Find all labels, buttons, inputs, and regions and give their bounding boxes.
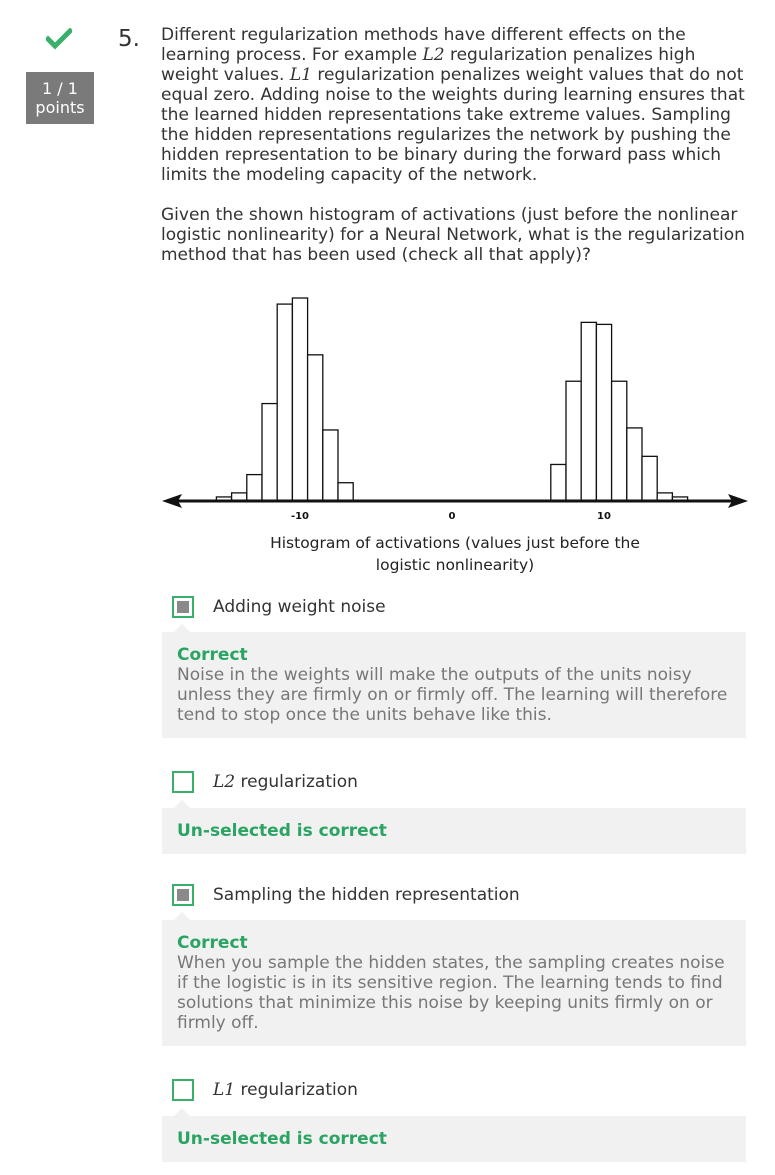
histogram-bar [276, 303, 294, 502]
feedback-title: Un-selected is correct [177, 821, 387, 841]
option-label[interactable]: Adding weight noise [213, 596, 386, 618]
caption-line-2: logistic nonlinearity) [375, 556, 535, 574]
question-text-part: Different regularization methods have di… [161, 25, 686, 65]
question-text: Different regularization methods have di… [161, 25, 747, 265]
option-label-text: Sampling the hidden representation [213, 885, 520, 905]
histogram-bar [337, 482, 354, 502]
histogram-bar [595, 323, 613, 502]
histogram-bar [610, 380, 628, 502]
feedback-text: Noise in the weights will make the outpu… [177, 665, 728, 725]
checkbox-checked-mark [177, 889, 189, 901]
checkmark-icon [46, 28, 72, 50]
option-label[interactable]: L1 regularization [213, 1079, 358, 1101]
feedback-notch [174, 912, 190, 920]
histogram-bar [550, 463, 567, 502]
question-text-part: regularization penalizes high weight val… [161, 45, 696, 85]
math-l2: L2 [422, 45, 445, 65]
activation-histogram: -10 0 10 Histogram of activations (values … [160, 290, 750, 580]
question-paragraph-1: Different regularization methods have di… [161, 25, 747, 185]
feedback-box: Un-selected is correct [162, 1108, 746, 1162]
caption-line-1: Histogram of activations (values just be… [270, 534, 640, 552]
histogram-bar [641, 455, 658, 502]
option-label-text: Adding weight noise [213, 597, 386, 617]
histogram-bar [322, 429, 339, 502]
x-tick-label: 0 [449, 511, 456, 522]
option-label-text: regularization [235, 1080, 358, 1100]
histogram-bar [246, 473, 263, 502]
checkbox-checked-mark [177, 601, 189, 613]
feedback-notch [174, 800, 190, 808]
score-value: 1 / 1 [42, 79, 78, 98]
histogram-chart: -10 0 10 [162, 297, 748, 522]
feedback-title: Un-selected is correct [177, 1129, 387, 1149]
feedback-title: Correct [177, 933, 248, 953]
option-label-text: regularization [235, 772, 358, 792]
feedback-title: Correct [177, 645, 248, 665]
histogram-bar [580, 321, 598, 502]
score-badge: 1 / 1 points [26, 72, 94, 124]
feedback-notch [174, 1108, 190, 1116]
feedback-notch [174, 624, 190, 632]
question-paragraph-2: Given the shown histogram of activations… [161, 205, 745, 265]
question-text-part: regularization penalizes weight values t… [161, 65, 745, 185]
x-tick-label: -10 [291, 511, 309, 522]
option-checkbox[interactable] [172, 884, 194, 906]
feedback-box: Un-selected is correct [162, 800, 746, 854]
math-l1: L1 [289, 65, 312, 85]
option-label[interactable]: Sampling the hidden representation [213, 884, 520, 906]
option-checkbox[interactable] [172, 596, 194, 618]
option-checkbox[interactable] [172, 1079, 194, 1101]
right-arrow-icon [728, 494, 748, 508]
x-tick-label: 10 [597, 511, 611, 522]
feedback-box: Correct Noise in the weights will make t… [162, 624, 746, 738]
histogram-caption: Histogram of activations (values just be… [160, 532, 750, 576]
histogram-bar [306, 354, 324, 502]
histogram-bar [565, 380, 582, 502]
question-number: 5. [118, 26, 140, 52]
feedback-box: Correct When you sample the hidden state… [162, 912, 746, 1046]
math-l2: L2 [213, 772, 236, 792]
points-label: points [35, 98, 85, 117]
histogram-bar [626, 427, 643, 502]
option-label[interactable]: L2 regularization [213, 771, 358, 793]
histogram-bar [291, 297, 309, 502]
feedback-text: When you sample the hidden states, the s… [177, 953, 725, 1033]
histogram-bar [261, 402, 278, 502]
left-arrow-icon [162, 494, 182, 508]
option-checkbox[interactable] [172, 771, 194, 793]
math-l1: L1 [213, 1080, 236, 1100]
